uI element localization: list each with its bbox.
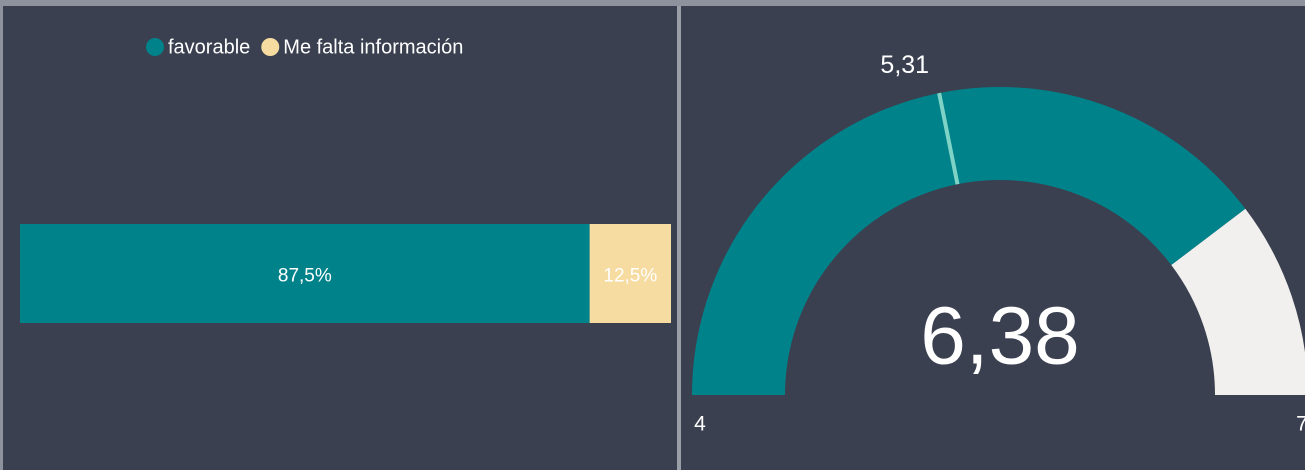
bar-segment (20, 224, 590, 323)
divider (677, 6, 681, 470)
bar-segment (589, 224, 671, 323)
legend-label: favorable (168, 36, 250, 58)
bar-panel: favorable Me falta información 87,5% 12,5% (20, 36, 671, 323)
top-border (0, 0, 1305, 6)
legend-marker (146, 38, 164, 56)
gauge-panel: 5,31 6,38 4 7 (692, 51, 1305, 436)
data-label: 87,5% (278, 266, 332, 287)
gauge-max-label: 7 (1296, 413, 1305, 436)
gauge-value (692, 87, 1246, 395)
legend-label: Me falta información (283, 36, 463, 58)
gauge-target (937, 92, 960, 185)
target-label: 5,31 (880, 51, 929, 79)
gauge-min-label: 4 (694, 413, 706, 436)
legend-marker (261, 38, 280, 56)
data-label: 12,5% (603, 266, 657, 287)
gauge-value-label: 6,38 (920, 291, 1080, 382)
gauge-track (1171, 208, 1305, 395)
left-border (0, 0, 3, 470)
